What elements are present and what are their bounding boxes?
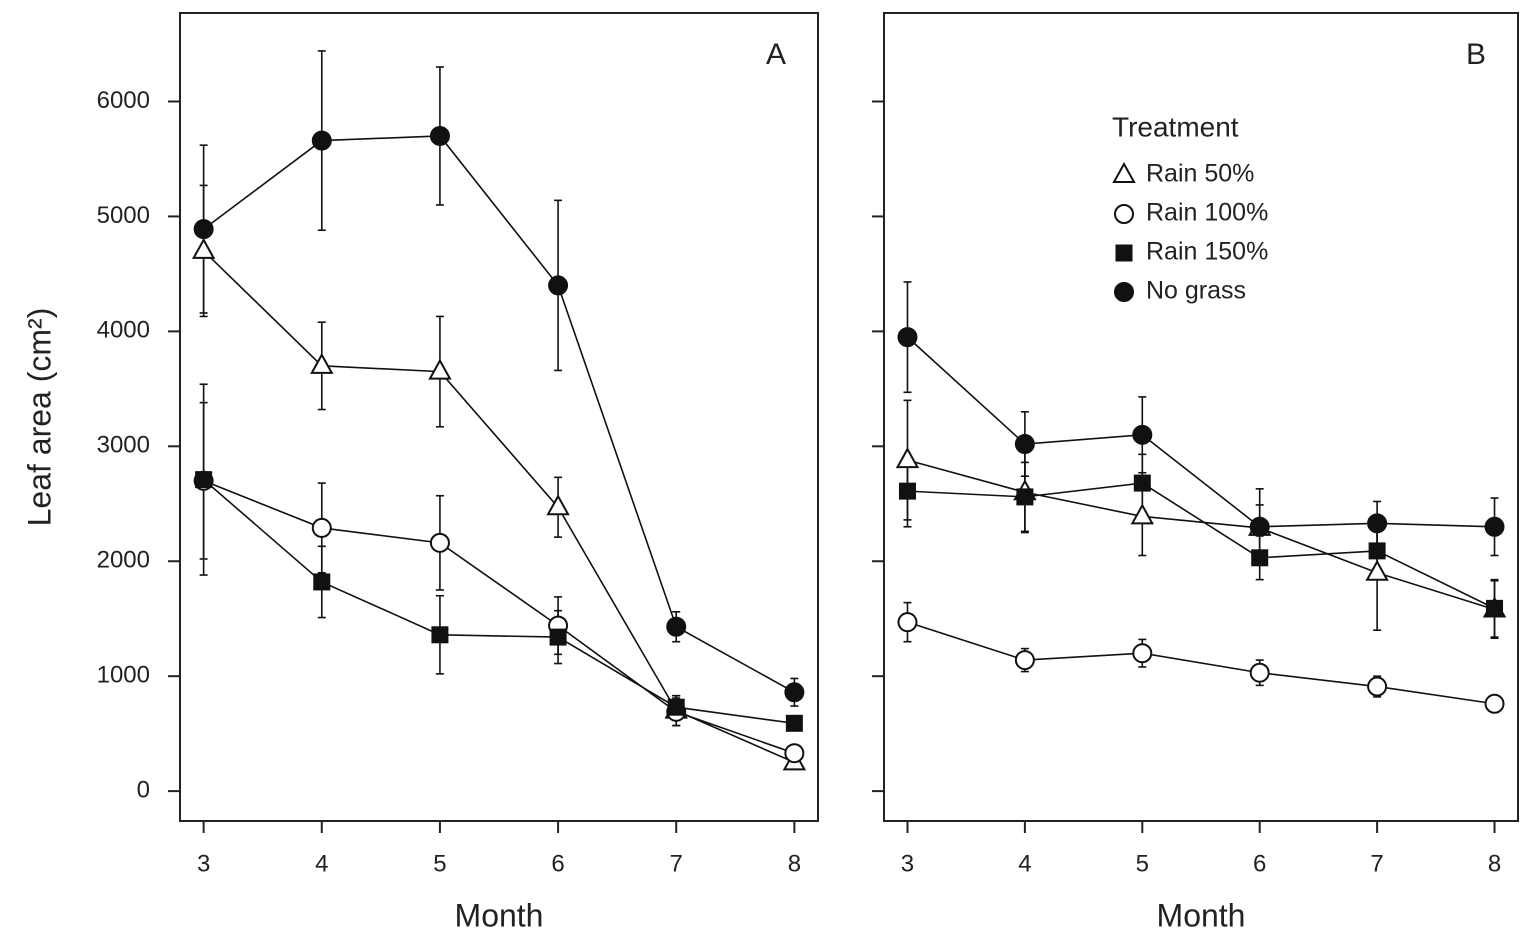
series-line xyxy=(907,459,1495,611)
y-tick-label: 0 xyxy=(137,776,150,803)
marker xyxy=(784,682,805,703)
marker xyxy=(191,237,216,259)
x-tick-label: 4 xyxy=(1018,850,1031,877)
x-tick-label: 5 xyxy=(1136,850,1149,877)
legend-marker xyxy=(1114,204,1134,224)
marker xyxy=(549,628,567,646)
panel-label: A xyxy=(766,38,786,71)
marker xyxy=(1365,559,1389,581)
legend-title: Treatment xyxy=(1112,111,1239,142)
series-line xyxy=(203,135,795,693)
marker xyxy=(1014,434,1035,455)
panel-label: B xyxy=(1466,38,1486,71)
marker xyxy=(1133,474,1151,492)
series-line xyxy=(906,336,1495,528)
marker xyxy=(1014,650,1035,671)
marker xyxy=(1484,693,1505,714)
x-tick-label: 3 xyxy=(197,850,210,877)
y-tick-label: 3000 xyxy=(97,432,150,459)
legend-label: No grass xyxy=(1146,277,1246,305)
marker xyxy=(431,626,449,644)
marker xyxy=(1132,643,1153,664)
plot-frame xyxy=(179,12,819,822)
series-line xyxy=(907,621,1495,705)
marker xyxy=(548,275,569,296)
marker xyxy=(311,517,332,538)
x-tick-label: 4 xyxy=(315,850,328,877)
marker xyxy=(428,358,452,380)
marker xyxy=(1249,516,1270,537)
marker xyxy=(429,125,450,146)
y-tick-label: 5000 xyxy=(97,202,150,229)
y-axis-label: Leaf area (cm²) xyxy=(21,308,57,527)
y-tick-label: 2000 xyxy=(97,547,150,574)
marker xyxy=(311,130,332,151)
y-tick-label: 4000 xyxy=(97,317,150,344)
series-line xyxy=(203,250,795,764)
legend-label: Rain 100% xyxy=(1146,199,1268,227)
marker xyxy=(1484,516,1505,537)
legend-marker xyxy=(1115,244,1133,262)
marker xyxy=(1367,513,1388,534)
legend-label: Rain 50% xyxy=(1146,160,1254,188)
legend-marker xyxy=(1114,282,1134,302)
marker xyxy=(1016,488,1034,506)
x-tick-label: 6 xyxy=(1253,850,1266,877)
y-tick-label: 6000 xyxy=(97,87,150,114)
series-line xyxy=(203,480,795,754)
marker xyxy=(313,573,331,591)
x-tick-label: 6 xyxy=(551,850,564,877)
marker xyxy=(785,714,803,732)
marker xyxy=(1130,503,1154,525)
plot-frame xyxy=(883,12,1519,822)
marker xyxy=(784,743,805,764)
marker xyxy=(898,482,916,500)
legend-label: Rain 150% xyxy=(1146,238,1268,266)
marker xyxy=(897,612,918,633)
series-line xyxy=(907,482,1495,610)
x-tick-label: 5 xyxy=(433,850,446,877)
x-axis-label: Month xyxy=(1157,897,1246,933)
marker xyxy=(310,352,334,374)
x-tick-label: 8 xyxy=(1488,850,1501,877)
marker xyxy=(1249,662,1270,683)
y-tick-label: 1000 xyxy=(97,662,150,689)
marker xyxy=(195,471,213,489)
marker xyxy=(897,327,918,348)
legend-marker xyxy=(1112,161,1136,183)
marker xyxy=(429,532,450,553)
x-axis-label: Month xyxy=(455,897,544,933)
x-tick-label: 7 xyxy=(1370,850,1383,877)
marker xyxy=(666,616,687,637)
marker xyxy=(1368,542,1386,560)
marker xyxy=(667,698,685,716)
marker xyxy=(193,219,214,240)
marker xyxy=(1132,424,1153,445)
marker xyxy=(546,494,570,516)
x-tick-label: 3 xyxy=(901,850,914,877)
marker xyxy=(1251,549,1269,567)
marker xyxy=(895,447,920,469)
series-line xyxy=(203,479,795,725)
x-tick-label: 8 xyxy=(788,850,801,877)
marker xyxy=(1367,676,1388,697)
marker xyxy=(1486,599,1504,617)
x-tick-label: 7 xyxy=(670,850,683,877)
